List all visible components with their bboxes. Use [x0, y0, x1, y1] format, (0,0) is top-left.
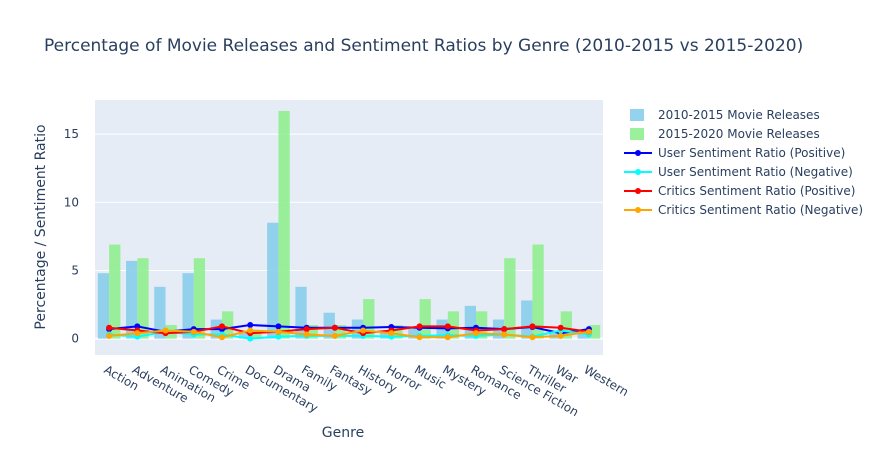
- bar: [109, 244, 121, 339]
- legend-label: 2010-2015 Movie Releases: [658, 108, 820, 122]
- data-point: [331, 324, 338, 331]
- plot-area: [95, 100, 603, 355]
- bar: [193, 258, 206, 339]
- data-point: [106, 332, 113, 339]
- data-point: [303, 326, 310, 333]
- data-point: [303, 331, 310, 338]
- bar: [521, 300, 533, 339]
- legend-label: User Sentiment Ratio (Positive): [658, 146, 845, 160]
- bar: [238, 331, 251, 339]
- bar: [137, 258, 149, 339]
- bar: [126, 260, 138, 339]
- y-tick-label: 15: [64, 127, 79, 141]
- data-point: [585, 328, 592, 335]
- data-point: [247, 327, 254, 334]
- legend-marker: [635, 207, 641, 213]
- data-point: [557, 332, 564, 339]
- data-point: [501, 326, 508, 333]
- bar: [334, 325, 347, 339]
- y-tick-label: 10: [64, 195, 79, 209]
- line-layer: [106, 322, 592, 342]
- bar: [250, 331, 262, 339]
- bar: [408, 326, 420, 339]
- legend-marker: [635, 150, 641, 156]
- bar: [560, 311, 572, 339]
- data-point: [444, 323, 451, 330]
- bar: [154, 286, 166, 339]
- bar: [380, 331, 392, 339]
- data-point: [529, 334, 536, 341]
- legend-marker: [635, 169, 641, 175]
- data-point: [247, 322, 254, 328]
- y-axis-title: Percentage / Sentiment Ratio: [33, 124, 49, 329]
- bar: [588, 325, 601, 339]
- data-point: [275, 328, 282, 335]
- y-tick-label: 5: [71, 263, 79, 277]
- data-point: [388, 330, 395, 337]
- bar: [278, 110, 290, 339]
- data-point: [275, 333, 282, 340]
- bar: [363, 299, 375, 339]
- legend-label: User Sentiment Ratio (Negative): [658, 165, 853, 179]
- bar: [419, 299, 431, 339]
- bar: [323, 312, 335, 339]
- bar: [577, 331, 589, 339]
- gridlines: [95, 133, 603, 340]
- data-point: [416, 334, 423, 341]
- data-point: [416, 323, 423, 330]
- bar: [447, 311, 460, 339]
- legend: 2010-2015 Movie Releases 2015-2020 Movie …: [624, 108, 863, 217]
- bar: [222, 311, 234, 339]
- data-point: [444, 334, 451, 341]
- bar: [306, 325, 318, 339]
- data-point: [219, 334, 225, 341]
- bar: [391, 325, 403, 339]
- data-point: [360, 327, 367, 334]
- bar: [295, 286, 307, 339]
- bar: [97, 273, 110, 339]
- legend-marker: [635, 188, 641, 194]
- bar: [476, 311, 488, 339]
- legend-swatch: [630, 128, 644, 140]
- data-point: [134, 330, 141, 337]
- x-tick-label: Western: [581, 362, 631, 399]
- data-point: [331, 332, 338, 339]
- legend-label: Critics Sentiment Ratio (Positive): [658, 184, 855, 198]
- y-tick-label: 0: [71, 332, 79, 346]
- legend-label: 2015-2020 Movie Releases: [658, 127, 820, 141]
- chart-title: Percentage of Movie Releases and Sentime…: [44, 36, 803, 56]
- legend-label: Critics Sentiment Ratio (Negative): [658, 203, 863, 217]
- bar: [464, 305, 476, 339]
- data-point: [162, 327, 169, 334]
- bar: [532, 244, 544, 339]
- data-point: [275, 323, 282, 330]
- data-point: [247, 335, 254, 342]
- data-point: [106, 324, 113, 331]
- data-point: [190, 328, 197, 335]
- data-point: [473, 330, 479, 337]
- data-point: [219, 323, 225, 330]
- bar: [267, 222, 279, 339]
- data-point: [529, 323, 536, 330]
- legend-swatch: [630, 109, 644, 121]
- y-axis-ticks: 0 5 10 15: [64, 127, 79, 346]
- data-point: [557, 324, 564, 331]
- x-axis-title: Genre: [322, 425, 364, 441]
- bar: [504, 258, 516, 339]
- x-axis-ticks: ActionAdventureAnimationComedyCrimeDocum…: [102, 362, 631, 419]
- bar: [182, 273, 194, 339]
- data-point: [501, 331, 508, 338]
- series-line: [109, 329, 590, 339]
- bar: [351, 319, 364, 339]
